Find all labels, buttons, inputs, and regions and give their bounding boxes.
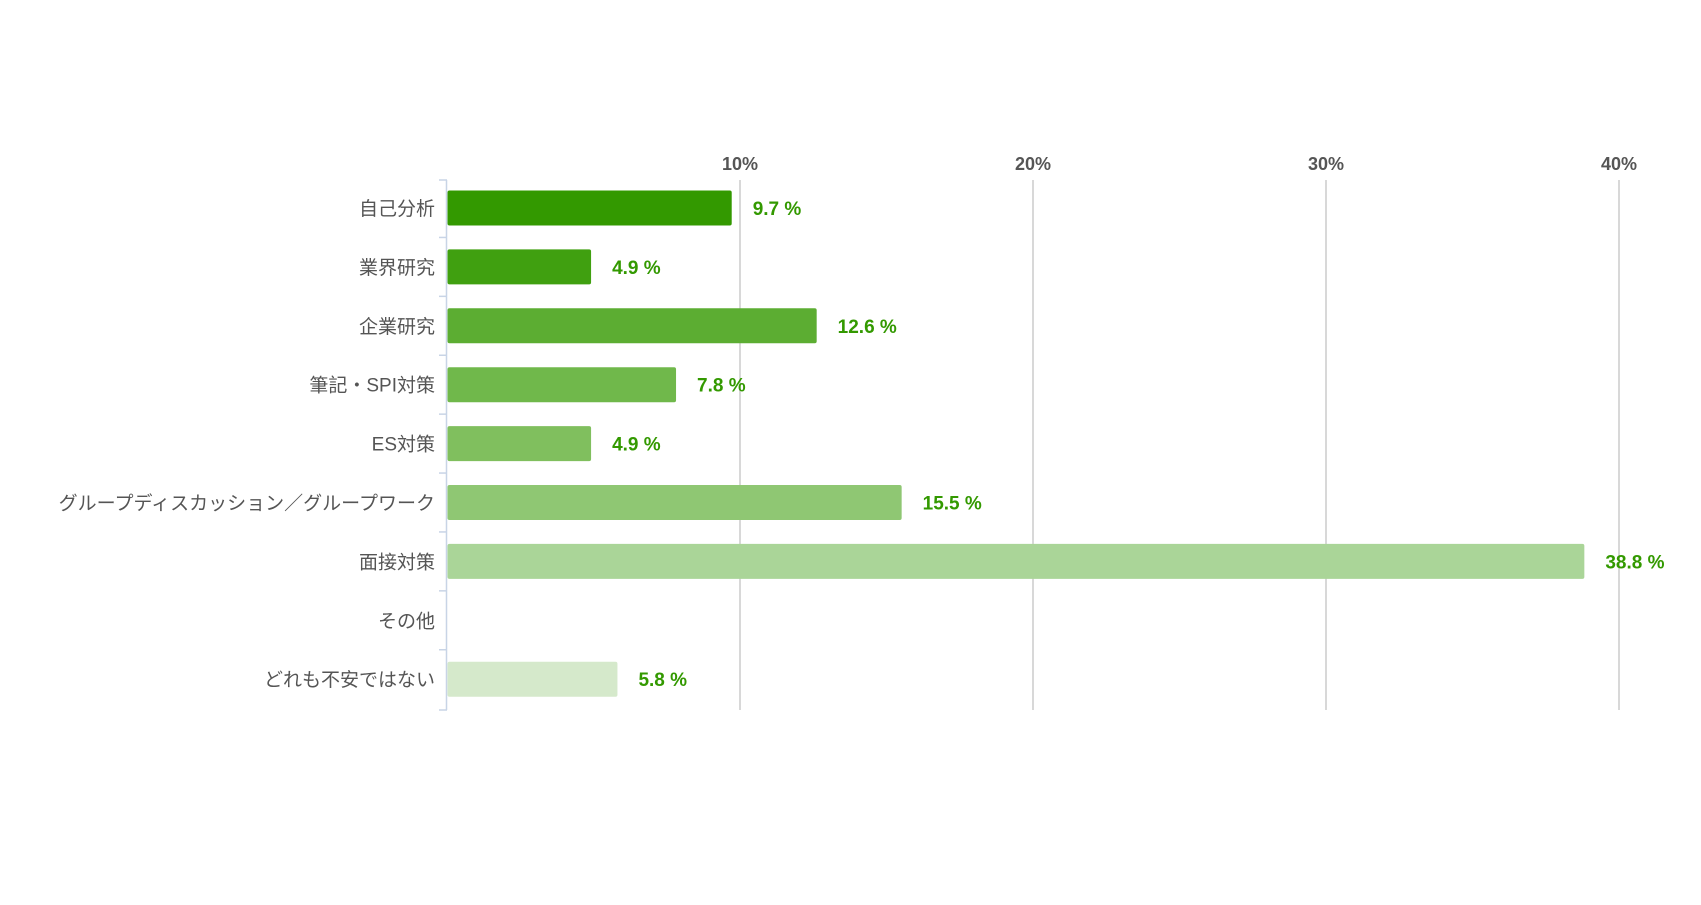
data-labels: 9.7 % 4.9 % 12.6 % 7.8 % 4.9 % 15.5 % 38.8 % 5.… <box>612 199 1665 691</box>
data-label: 4.9 % <box>612 435 661 456</box>
data-label: 7.8 % <box>697 376 746 397</box>
bar <box>447 367 677 403</box>
x-tick-label: 10% <box>722 154 758 174</box>
x-tick-label: 30% <box>1308 154 1344 174</box>
category-label: 企業研究 <box>359 316 435 338</box>
category-label: 業界研究 <box>359 257 435 279</box>
category-label: ES対策 <box>372 434 435 456</box>
category-label: 自己分析 <box>359 198 435 220</box>
category-label: その他 <box>378 610 435 632</box>
bars <box>447 190 1585 697</box>
data-label: 15.5 % <box>923 494 982 515</box>
bar <box>447 190 732 226</box>
category-label: どれも不安ではない <box>264 669 435 691</box>
bar <box>447 249 592 285</box>
bar <box>447 485 902 520</box>
gridlines <box>739 180 1620 710</box>
category-axis <box>439 179 448 711</box>
category-label: 面接対策 <box>359 551 435 573</box>
bar <box>447 308 817 344</box>
data-label: 12.6 % <box>838 317 897 338</box>
data-label: 4.9 % <box>612 258 661 279</box>
x-tick-label: 40% <box>1601 154 1637 174</box>
data-label: 5.8 % <box>638 670 687 691</box>
bar <box>447 543 1585 579</box>
category-label: グループディスカッション／グループワーク <box>59 493 435 515</box>
x-tick-label: 20% <box>1015 154 1051 174</box>
bar <box>447 661 618 697</box>
data-label: 9.7 % <box>753 199 802 220</box>
data-label: 38.8 % <box>1605 552 1664 573</box>
x-axis-ticks: 10% 20% 30% 40% <box>722 154 1637 174</box>
bar <box>447 426 592 462</box>
category-label: 筆記・SPI対策 <box>309 375 435 397</box>
